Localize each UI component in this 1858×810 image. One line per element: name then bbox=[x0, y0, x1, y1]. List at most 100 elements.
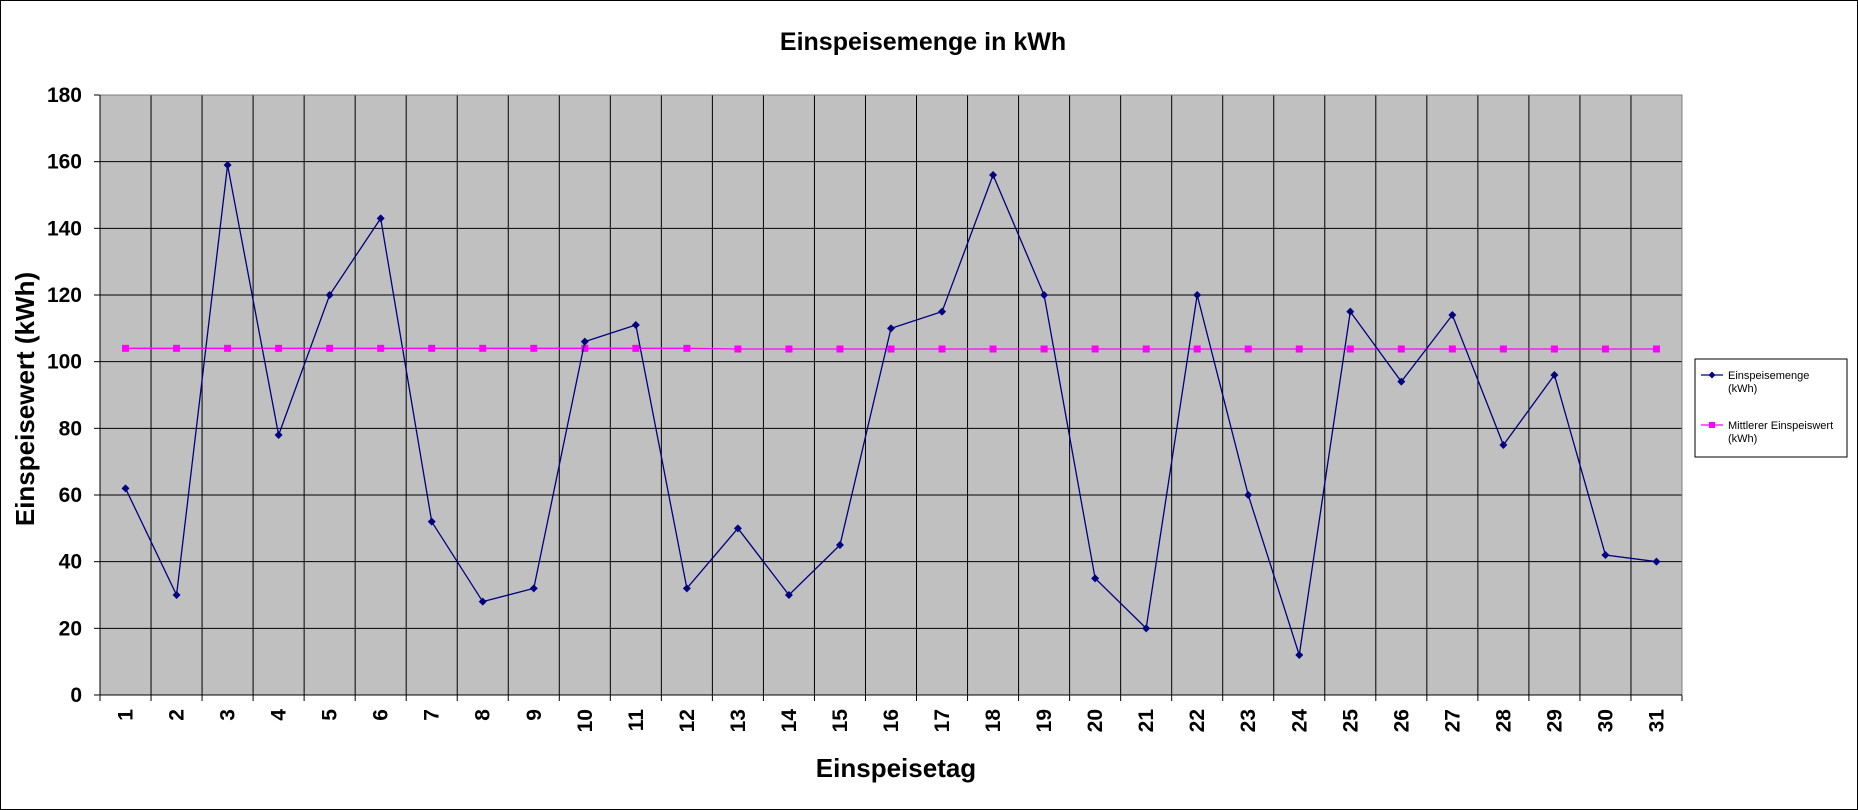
data-point bbox=[682, 584, 691, 593]
data-point bbox=[887, 324, 895, 333]
x-tick-label: 9 bbox=[523, 709, 546, 721]
data-point bbox=[1142, 345, 1150, 353]
x-tick-label: 15 bbox=[829, 709, 852, 733]
data-point bbox=[1499, 345, 1507, 353]
series-mittlerer-einspeiswert bbox=[122, 344, 1660, 353]
data-point bbox=[223, 161, 232, 169]
x-tick-label: 17 bbox=[931, 709, 954, 732]
x-tick-label: 22 bbox=[1186, 709, 1209, 732]
data-point bbox=[173, 344, 181, 352]
data-point bbox=[581, 344, 589, 352]
x-tick-label: 31 bbox=[1645, 709, 1668, 733]
data-point bbox=[1448, 345, 1456, 353]
y-tick-label: 180 bbox=[47, 84, 82, 107]
x-tick-label: 8 bbox=[472, 709, 495, 721]
legend-label: Mittlerer Einspeiswert (kWh) bbox=[1728, 420, 1833, 445]
data-point bbox=[938, 345, 946, 353]
data-point bbox=[172, 591, 181, 599]
x-tick-label: 1 bbox=[115, 709, 138, 721]
x-tick-label: 12 bbox=[676, 709, 699, 732]
data-point bbox=[529, 584, 538, 593]
x-tick-label: 28 bbox=[1492, 709, 1515, 733]
data-point bbox=[1193, 345, 1201, 353]
data-point bbox=[887, 345, 895, 353]
x-tick-label: 14 bbox=[778, 709, 801, 733]
y-tick-label: 100 bbox=[47, 351, 82, 374]
y-axis-title: Einspeisewert (kWh) bbox=[10, 272, 40, 526]
x-tick-label: 27 bbox=[1441, 709, 1464, 732]
data-point bbox=[224, 344, 232, 352]
data-point bbox=[733, 524, 742, 533]
x-tick-label: 3 bbox=[217, 709, 240, 721]
data-point bbox=[1601, 345, 1609, 353]
x-tick-label: 4 bbox=[268, 709, 291, 721]
y-tick-label: 60 bbox=[59, 484, 82, 507]
data-point bbox=[1091, 574, 1100, 583]
x-tick-label: 11 bbox=[625, 709, 648, 732]
x-tick-label: 21 bbox=[1135, 709, 1158, 733]
data-point bbox=[784, 591, 793, 599]
x-tick-label: 25 bbox=[1339, 709, 1362, 733]
data-point bbox=[1040, 291, 1049, 299]
data-point bbox=[938, 307, 947, 316]
legend: Einspeisemenge (kWh) Mittlerer Einspeiswer… bbox=[1694, 358, 1848, 458]
x-tick-label: 24 bbox=[1288, 709, 1311, 733]
data-point bbox=[632, 344, 640, 352]
x-tick-label: 7 bbox=[421, 709, 444, 721]
series-layer bbox=[121, 161, 1661, 659]
y-tick-label: 20 bbox=[59, 617, 82, 640]
legend-marker bbox=[1708, 371, 1716, 379]
data-point bbox=[275, 344, 283, 352]
x-tick-label: 26 bbox=[1390, 709, 1413, 732]
data-point bbox=[1499, 441, 1508, 449]
y-tick-label: 120 bbox=[47, 284, 82, 307]
legend-marker bbox=[1709, 422, 1715, 428]
data-point bbox=[989, 345, 997, 353]
data-point bbox=[785, 345, 793, 353]
data-point bbox=[1652, 557, 1661, 566]
data-point bbox=[631, 321, 640, 329]
x-tick-label: 29 bbox=[1543, 709, 1566, 732]
x-tick-label: 18 bbox=[982, 709, 1005, 733]
y-tick-label: 40 bbox=[59, 551, 82, 574]
data-point bbox=[835, 541, 844, 549]
data-point bbox=[1295, 345, 1303, 353]
data-point bbox=[427, 517, 436, 526]
data-point bbox=[683, 344, 691, 352]
data-point bbox=[1244, 491, 1253, 499]
data-point bbox=[530, 344, 538, 352]
data-point bbox=[274, 431, 283, 439]
data-point bbox=[1244, 345, 1252, 353]
series-einspeisemenge bbox=[121, 161, 1661, 659]
data-point bbox=[1601, 551, 1610, 559]
data-point bbox=[325, 291, 334, 299]
x-tick-label: 30 bbox=[1594, 709, 1617, 732]
data-point bbox=[326, 344, 334, 352]
data-point bbox=[1652, 345, 1660, 353]
data-point bbox=[836, 345, 844, 353]
plot-area bbox=[100, 95, 1682, 695]
y-tick-label: 160 bbox=[47, 151, 82, 174]
data-point bbox=[734, 345, 742, 353]
grid bbox=[100, 94, 1682, 695]
data-point bbox=[122, 344, 130, 352]
data-point bbox=[479, 344, 487, 352]
data-point bbox=[580, 337, 589, 346]
x-tick-label: 20 bbox=[1084, 709, 1107, 732]
y-tick-label: 0 bbox=[70, 684, 82, 707]
data-point bbox=[1550, 371, 1559, 379]
x-tick-label: 2 bbox=[166, 709, 189, 721]
data-point bbox=[1091, 345, 1099, 353]
legend-label: Einspeisemenge (kWh) bbox=[1728, 370, 1809, 395]
data-point bbox=[989, 171, 998, 179]
data-point bbox=[1397, 345, 1405, 353]
data-point bbox=[1346, 307, 1355, 316]
x-tick-label: 13 bbox=[727, 709, 750, 732]
data-point bbox=[1448, 311, 1457, 319]
x-tick-label: 16 bbox=[880, 709, 903, 732]
data-point bbox=[1346, 345, 1354, 353]
x-tick-label: 5 bbox=[319, 709, 342, 721]
